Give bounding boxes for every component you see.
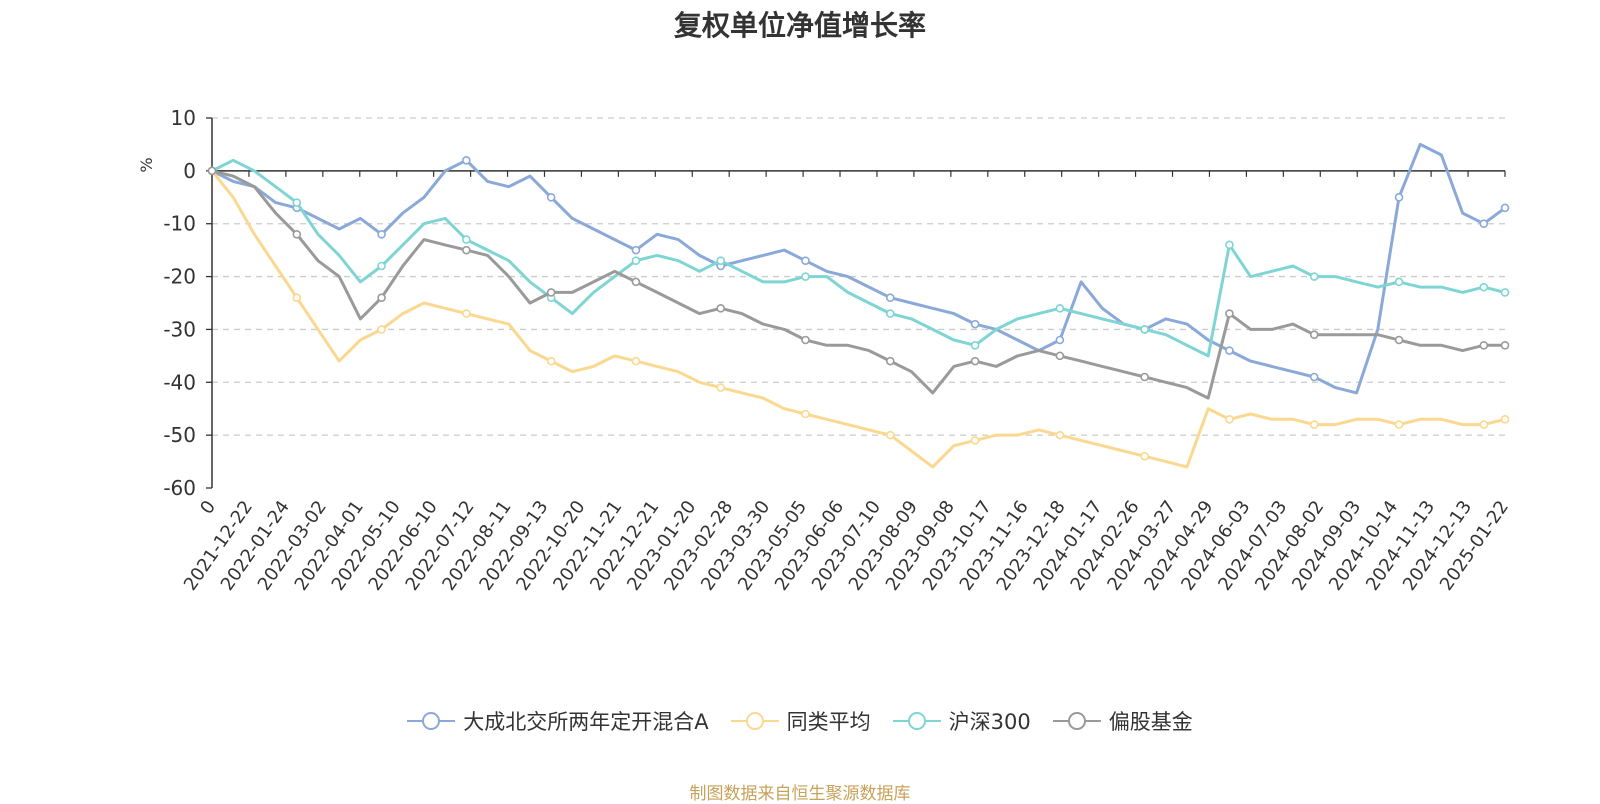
data-point xyxy=(801,335,810,345)
y-tick-label: -40 xyxy=(163,370,196,394)
data-point xyxy=(1500,340,1510,350)
data-point xyxy=(1309,372,1319,382)
y-tick-label: -30 xyxy=(163,317,196,341)
data-point xyxy=(885,309,895,318)
legend-item[interactable]: 同类平均 xyxy=(730,706,871,736)
legend-label: 大成北交所两年定开混合A xyxy=(463,710,709,734)
series-2 xyxy=(207,158,1510,358)
data-point xyxy=(1140,372,1149,382)
y-tick-label: -20 xyxy=(163,265,196,289)
line-chart: 10 0 -10 -20 -30 -40 -50 -60 02021-12-222022-01… xyxy=(137,106,1513,595)
data-point xyxy=(1140,325,1149,334)
data-point xyxy=(1225,240,1234,250)
data-point xyxy=(462,235,471,244)
axes xyxy=(206,117,1506,489)
data-point xyxy=(631,245,641,255)
series-line xyxy=(211,142,1506,395)
series-line xyxy=(211,169,1505,400)
y-tick-labels: 10 0 -10 -20 -30 -40 -50 -60 xyxy=(163,106,196,500)
series-3 xyxy=(207,166,1510,400)
x-tick-label: 0 xyxy=(196,497,220,518)
legend-item[interactable]: 沪深300 xyxy=(892,706,1031,736)
data-point xyxy=(885,356,895,366)
data-point xyxy=(1225,309,1234,318)
data-point xyxy=(546,356,556,366)
data-point xyxy=(207,166,217,176)
data-point xyxy=(631,256,641,266)
data-point xyxy=(1055,351,1065,361)
data-point xyxy=(292,293,302,303)
data-point xyxy=(631,356,641,366)
data-point xyxy=(462,245,471,255)
data-point xyxy=(716,303,726,313)
x-tick-labels: 02021-12-222022-01-242022-03-022022-04-0… xyxy=(180,497,1513,595)
legend-line-icon xyxy=(730,712,779,730)
data-point xyxy=(970,356,980,366)
legend-label: 沪深300 xyxy=(948,710,1031,734)
data-point xyxy=(377,261,386,271)
data-point xyxy=(631,277,641,287)
data-point xyxy=(1309,330,1319,340)
series-1 xyxy=(207,166,1510,469)
legend-line-icon xyxy=(892,712,941,730)
data-point xyxy=(1479,282,1489,292)
legend-label: 偏股基金 xyxy=(1108,710,1193,734)
y-tick-label: -60 xyxy=(163,476,196,500)
data-point xyxy=(885,430,895,440)
data-point xyxy=(1140,451,1149,461)
data-point xyxy=(377,325,386,334)
data-point xyxy=(801,256,810,266)
legend-label: 同类平均 xyxy=(786,710,871,734)
data-point xyxy=(1394,192,1404,202)
data-point xyxy=(970,319,980,329)
data-point xyxy=(1394,277,1404,287)
data-point xyxy=(1225,346,1234,355)
data-point xyxy=(1394,420,1404,429)
data-point xyxy=(1055,303,1065,313)
data-point xyxy=(1394,335,1404,345)
series-line xyxy=(210,169,1506,469)
series-line xyxy=(211,158,1506,358)
chart-legend: 大成北交所两年定开混合A 同类平均 沪深300 偏股基金 xyxy=(0,706,1600,736)
data-point xyxy=(716,256,726,266)
data-point xyxy=(462,155,471,165)
y-axis-unit: % xyxy=(137,157,156,172)
legend-item[interactable]: 大成北交所两年定开混合A xyxy=(407,706,709,736)
data-point xyxy=(1225,414,1234,424)
data-point xyxy=(292,229,302,239)
legend-line-icon xyxy=(1052,712,1101,730)
data-point xyxy=(377,293,386,303)
data-point xyxy=(801,272,810,281)
data-point xyxy=(1055,430,1065,440)
data-point xyxy=(462,309,471,318)
series-0 xyxy=(207,142,1510,395)
series-lines xyxy=(207,142,1510,469)
data-point xyxy=(1479,340,1489,350)
y-tick-label: 10 xyxy=(171,106,196,130)
y-tick-label: -50 xyxy=(163,423,196,447)
source-note: 制图数据来自恒生聚源数据库 xyxy=(689,784,911,804)
data-point xyxy=(885,293,895,303)
data-point xyxy=(1479,420,1489,429)
data-point xyxy=(1500,288,1510,297)
data-point xyxy=(801,409,810,419)
data-point xyxy=(1479,219,1489,229)
legend-line-icon xyxy=(407,712,456,730)
data-point xyxy=(1055,335,1065,345)
data-point xyxy=(970,436,980,445)
data-point xyxy=(970,340,980,350)
data-point xyxy=(1500,203,1510,213)
y-tick-label: 0 xyxy=(183,159,196,183)
data-point xyxy=(1309,420,1319,429)
legend-item[interactable]: 偏股基金 xyxy=(1052,706,1193,736)
data-point xyxy=(1500,414,1510,424)
y-tick-label: -10 xyxy=(163,212,196,236)
data-point xyxy=(716,383,726,392)
data-point xyxy=(1309,272,1319,281)
data-point xyxy=(546,288,556,297)
data-point xyxy=(546,192,556,202)
chart-title: 复权单位净值增长率 xyxy=(673,9,926,42)
data-point xyxy=(377,229,386,239)
data-point xyxy=(292,198,302,207)
